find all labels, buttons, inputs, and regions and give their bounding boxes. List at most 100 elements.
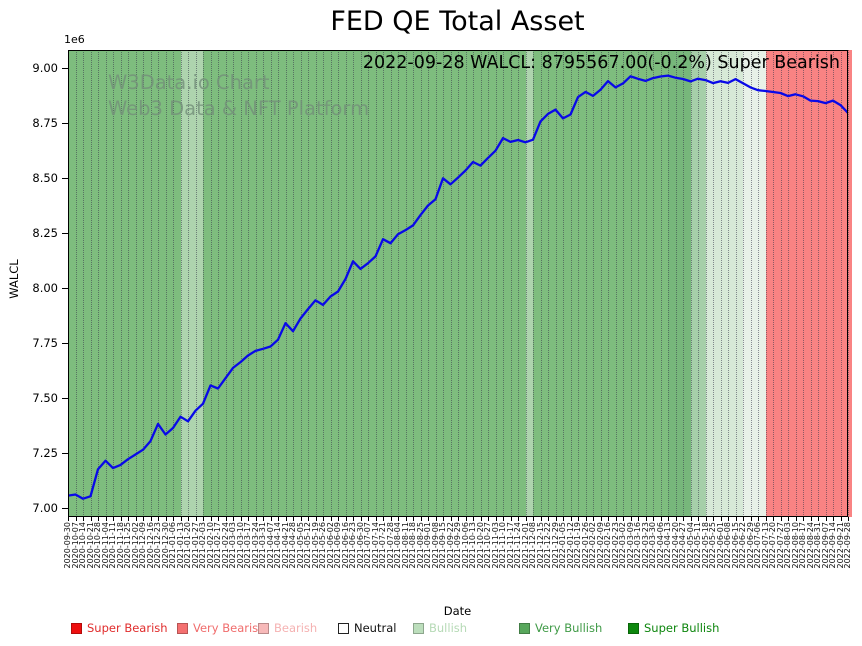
background-band-neutral (743, 50, 766, 517)
x-tick (750, 517, 752, 521)
watermark-line2: Web3 Data & NFT Platform (108, 97, 370, 120)
week-gridline (833, 50, 834, 517)
x-tick (240, 517, 242, 521)
week-gridline (518, 50, 519, 517)
x-tick (578, 517, 579, 521)
week-gridline (773, 50, 774, 517)
legend-swatch (338, 622, 349, 634)
x-tick (465, 517, 467, 521)
x-tick (720, 517, 722, 521)
week-gridline (795, 50, 797, 517)
legend-label: Very Bearish (193, 621, 266, 635)
y-tick (62, 507, 68, 509)
x-tick (698, 517, 699, 521)
x-tick (83, 517, 84, 521)
week-gridline (225, 50, 227, 517)
x-tick (600, 517, 602, 521)
week-gridline (450, 50, 452, 517)
week-gridline (90, 50, 92, 517)
week-gridline (375, 50, 377, 517)
week-gridline (405, 50, 407, 517)
week-gridline (780, 50, 782, 517)
y-tick (62, 452, 68, 454)
x-axis-label: Date (443, 604, 472, 618)
week-gridline (810, 50, 812, 517)
x-tick (203, 517, 204, 521)
x-tick (788, 517, 789, 521)
legend-swatch (177, 622, 188, 634)
week-gridline (750, 50, 752, 517)
legend-item-neutral: Neutral (338, 621, 396, 635)
week-gridline (428, 50, 429, 517)
week-gridline (660, 50, 662, 517)
x-tick (668, 517, 669, 521)
x-tick (113, 517, 114, 521)
week-gridline (533, 50, 534, 517)
legend-label: Super Bearish (87, 621, 168, 635)
x-tick (443, 517, 444, 521)
week-gridline (323, 50, 324, 517)
week-gridline (285, 50, 287, 517)
week-gridline (255, 50, 257, 517)
y-axis-offset-text: 1e6 (64, 33, 85, 46)
legend-label: Very Bullish (535, 621, 603, 635)
current-status-annotation: 2022-09-28 WALCL: 8795567.00(-0.2%) Supe… (362, 53, 840, 73)
x-tick (338, 517, 339, 521)
x-tick (563, 517, 564, 521)
week-gridline (548, 50, 549, 517)
x-tick (570, 517, 572, 521)
x-tick (255, 517, 257, 521)
x-tick (795, 517, 797, 521)
week-gridline (315, 50, 317, 517)
x-tick (480, 517, 482, 521)
x-tick (593, 517, 594, 521)
week-gridline (510, 50, 512, 517)
x-tick (375, 517, 377, 521)
x-tick (803, 517, 804, 521)
x-tick (233, 517, 234, 521)
walcl-line (68, 74, 848, 500)
week-gridline (705, 50, 707, 517)
week-gridline (570, 50, 572, 517)
week-gridline (698, 50, 699, 517)
week-gridline (420, 50, 422, 517)
x-tick (608, 517, 609, 521)
x-tick (150, 517, 152, 521)
y-tick-label: 9.00 (32, 61, 58, 75)
week-gridline (390, 50, 392, 517)
legend-swatch (413, 622, 424, 634)
x-tick-label: 2022-09-28 (843, 522, 853, 602)
x-tick (825, 517, 827, 521)
x-tick (533, 517, 534, 521)
week-gridline (195, 50, 197, 517)
x-tick-label-text: 2022-09-28 (843, 522, 852, 569)
x-tick (758, 517, 759, 521)
week-gridline (83, 50, 84, 517)
week-gridline (638, 50, 639, 517)
x-tick (810, 517, 812, 521)
week-gridline (128, 50, 129, 517)
x-tick (638, 517, 639, 521)
x-tick (218, 517, 219, 521)
y-tick (62, 122, 68, 124)
week-gridline (150, 50, 152, 517)
x-tick (68, 517, 69, 521)
x-tick (180, 517, 182, 521)
watermark: W3Data.io Chart Web3 Data & NFT Platform (108, 70, 369, 122)
x-tick (743, 517, 744, 521)
legend-swatch (71, 622, 82, 634)
x-tick (383, 517, 384, 521)
legend-label: Super Bullish (644, 621, 720, 635)
week-gridline (630, 50, 632, 517)
x-tick (675, 517, 677, 521)
week-gridline (758, 50, 759, 517)
x-tick (293, 517, 294, 521)
x-tick (735, 517, 737, 521)
x-tick (353, 517, 354, 521)
week-gridline (653, 50, 654, 517)
x-tick (525, 517, 527, 521)
week-gridline (353, 50, 354, 517)
x-tick (225, 517, 227, 521)
week-gridline (840, 50, 842, 517)
week-gridline (668, 50, 669, 517)
